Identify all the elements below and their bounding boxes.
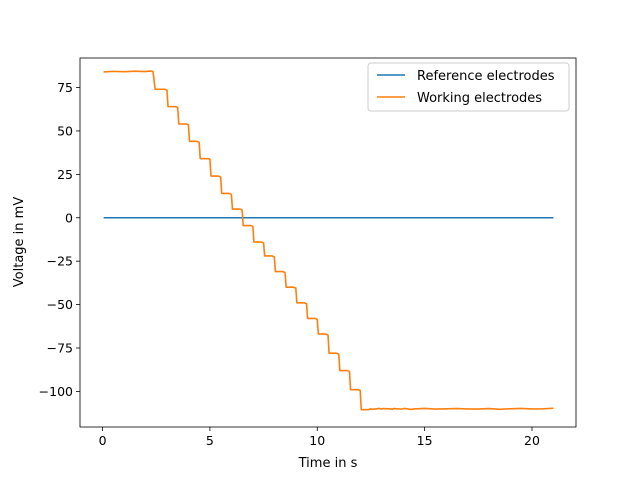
- x-tick-label: 15: [417, 433, 433, 448]
- y-tick-label: −100: [39, 384, 73, 399]
- x-tick-label: 10: [309, 433, 325, 448]
- legend-label-working-electrodes: Working electrodes: [417, 91, 542, 106]
- y-tick-label: −75: [47, 340, 73, 355]
- x-tick-label: 0: [99, 433, 107, 448]
- x-tick-label: 20: [524, 433, 540, 448]
- y-tick-label: 0: [65, 210, 73, 225]
- x-tick-label: 5: [206, 433, 214, 448]
- axes-frame: [79, 57, 577, 428]
- y-tick-label: −50: [47, 297, 73, 312]
- plot-lines: [103, 70, 554, 411]
- y-tick-label: 25: [57, 167, 73, 182]
- y-axis-ticks: −100 −75 −50 −25 0 25 50 75: [39, 80, 80, 399]
- legend: Reference electrodes Working electrodes: [367, 62, 570, 112]
- legend-box: [367, 62, 570, 112]
- y-tick-label: 50: [57, 123, 73, 138]
- series-line-working-electrodes: [103, 70, 554, 411]
- y-tick-label: 75: [57, 80, 73, 95]
- x-axis-label: Time in s: [298, 456, 358, 471]
- y-tick-label: −25: [47, 254, 73, 269]
- legend-label-reference-electrodes: Reference electrodes: [417, 69, 555, 84]
- y-axis-label: Voltage in mV: [12, 197, 27, 288]
- x-axis-ticks: 0 5 10 15 20: [99, 427, 540, 448]
